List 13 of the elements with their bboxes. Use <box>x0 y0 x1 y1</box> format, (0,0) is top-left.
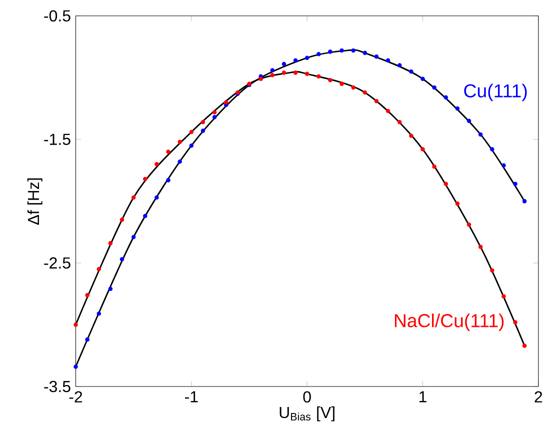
y-tick-label: -2.5 <box>44 257 70 269</box>
x-tick-label: -1 <box>185 391 198 402</box>
series-label: NaCl/Cu(111) <box>394 314 504 331</box>
x-tick-label: 2 <box>534 391 542 402</box>
x-tick-label: 1 <box>420 391 426 402</box>
x-axis-title: U$_{Bias}$ [V] <box>280 406 334 422</box>
y-tick-label: -1.5 <box>44 134 70 145</box>
y-tick-label: -0.5 <box>44 10 70 22</box>
series-label: Cu(111) <box>464 84 527 102</box>
y-axis-title: Δf [Hz] <box>27 178 42 225</box>
y-tick-label: -3.5 <box>44 380 70 392</box>
x-tick-label: -2 <box>69 391 82 402</box>
x-tick-label: 0 <box>303 391 311 403</box>
